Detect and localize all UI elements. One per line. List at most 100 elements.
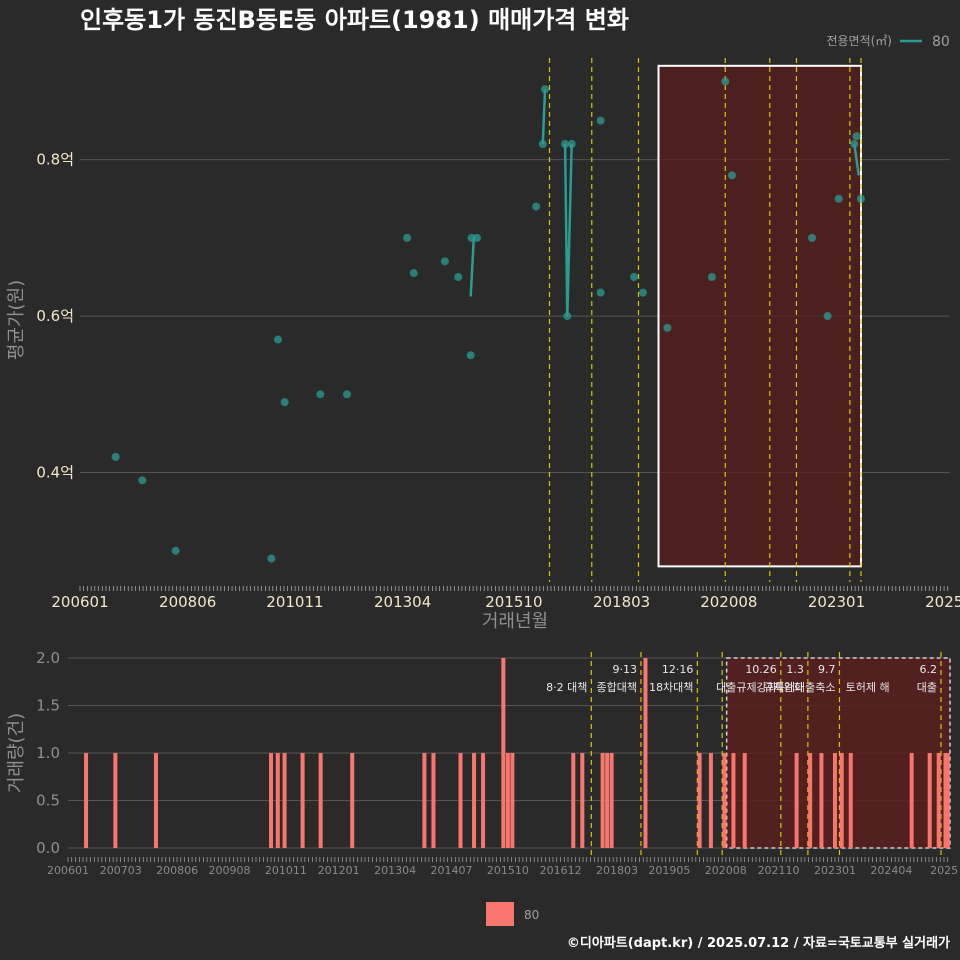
volume-bar: [600, 753, 605, 848]
policy-label-date: 9·13: [612, 663, 637, 676]
volume-bar: [794, 753, 799, 848]
y-tick-label: 0.4억: [36, 464, 74, 482]
x-tick-label: 201407: [430, 864, 472, 877]
x-tick-label: 200806: [159, 593, 216, 611]
y-tick-label: 1.0: [36, 744, 60, 762]
data-point: [409, 269, 418, 278]
data-point: [561, 140, 570, 149]
policy-label-name: 대출: [917, 681, 937, 694]
x-tick-label: 2025: [925, 593, 960, 611]
volume-bar: [927, 753, 932, 848]
volume-bar: [505, 753, 510, 848]
y-tick-label: 2.0: [36, 649, 60, 667]
data-point: [280, 398, 289, 407]
volume-bar: [643, 658, 648, 848]
policy-label-name: 대출규제강화: [716, 681, 777, 694]
series-line: [469, 237, 476, 297]
policy-label-name: 18차대책: [649, 681, 693, 694]
x-tick-label: 201011: [266, 593, 323, 611]
volume-bar: [936, 753, 941, 848]
policy-label-name: 종합대책: [596, 681, 636, 694]
y-tick-label: 0.5: [36, 792, 60, 810]
policy-label-name: 규제완화: [763, 681, 803, 694]
x-tick-label: 201304: [374, 864, 416, 877]
volume-bar: [722, 753, 727, 848]
policy-label-date: 10.26: [745, 663, 777, 676]
legend-top: 전용면적(㎡) 80: [826, 34, 949, 50]
volume-bar: [909, 753, 914, 848]
policy-label-name: 토허제 해: [846, 680, 890, 694]
policy-label-name: 8·2 대책: [546, 681, 587, 694]
series-line: [853, 143, 861, 176]
legend-top-value: 80: [932, 34, 950, 50]
data-point: [850, 140, 859, 149]
x-tick-label: 200601: [47, 864, 89, 877]
data-point: [663, 323, 672, 332]
volume-bar: [269, 753, 274, 848]
policy-label-date: 12·16: [662, 663, 694, 676]
chart-title: 인후동1가 동진B동E동 아파트(1981) 매매가격 변화: [80, 6, 629, 34]
x-tick-label: 2025: [930, 864, 958, 877]
data-point: [834, 194, 843, 203]
y-axis-title: 거래량(건): [6, 713, 27, 793]
volume-bar: [153, 753, 158, 848]
legend-top-label: 전용면적(㎡): [826, 34, 892, 48]
volume-bar: [318, 753, 323, 848]
data-point: [808, 233, 817, 242]
volume-bar: [708, 753, 713, 848]
x-tick-label: 202404: [870, 864, 912, 877]
data-point: [111, 452, 120, 461]
data-point: [274, 335, 283, 344]
data-point: [532, 202, 541, 211]
caption: ©디아파트(dapt.kr) / 2025.07.12 / 자료=국토교통부 실…: [567, 935, 950, 951]
volume-bar: [350, 753, 355, 848]
data-point: [567, 140, 576, 149]
volume-bar: [472, 753, 477, 848]
volume-bar: [481, 753, 486, 848]
x-tick-label: 202008: [700, 593, 757, 611]
x-tick-label: 200703: [100, 864, 142, 877]
volume-bar: [458, 753, 463, 848]
volume-bar: [282, 753, 287, 848]
volume-bar: [839, 753, 844, 848]
volume-bar: [605, 753, 610, 848]
volume-bar: [84, 753, 89, 848]
data-point: [403, 233, 412, 242]
data-point: [823, 312, 832, 321]
data-point: [721, 77, 730, 86]
volume-bar: [742, 753, 747, 848]
y-tick-label: 0.0: [36, 839, 60, 857]
data-point: [171, 546, 180, 555]
volume-bar: [422, 753, 427, 848]
volume-bar: [571, 753, 576, 848]
volume-bar: [848, 753, 853, 848]
volume-bar: [945, 753, 950, 848]
x-axis-title: 거래년월: [482, 611, 548, 632]
data-point: [856, 194, 865, 203]
volume-bar: [300, 753, 305, 848]
data-point: [472, 233, 481, 242]
x-tick-label: 202110: [758, 864, 800, 877]
x-tick-label: 202008: [705, 864, 747, 877]
policy-label-date: 9.7: [818, 663, 836, 676]
volume-bar: [501, 658, 506, 848]
x-tick-label: 201304: [374, 593, 431, 611]
legend-bottom-swatch: [486, 902, 514, 926]
data-point: [138, 476, 147, 485]
volume-bar: [431, 753, 436, 848]
data-point: [267, 554, 276, 563]
volume-bar: [275, 753, 280, 848]
price-chart: 0.4억 0.6억 0.8억 200601 200806 201011 201304 2015…: [6, 58, 960, 632]
x-tick-label: 202301: [808, 593, 865, 611]
x-tick-label: 200806: [156, 864, 198, 877]
policy-label-name: 특례대출축소: [775, 681, 836, 694]
x-tick-label: 201803: [593, 593, 650, 611]
data-point: [538, 140, 547, 149]
y-tick-label: 1.5: [36, 697, 60, 715]
data-point: [466, 351, 475, 360]
volume-bar: [943, 753, 948, 848]
x-tick-label: 201510: [487, 864, 529, 877]
data-point: [852, 132, 861, 141]
